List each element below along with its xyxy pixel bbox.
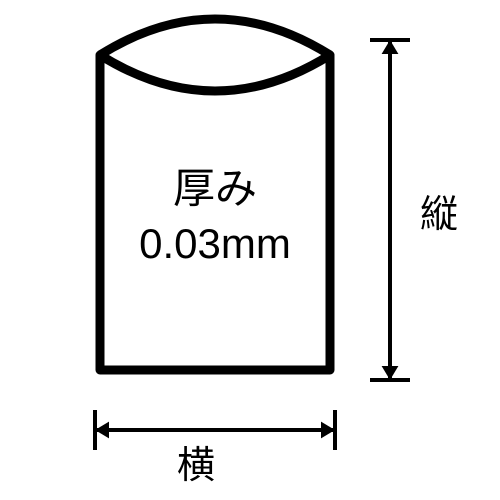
thickness-value: 0.03mm [139,220,291,267]
thickness-title: 厚み [173,165,257,212]
diagram-canvas: 厚み 0.03mm 縦 横 [0,0,500,500]
dimension-vertical [370,40,410,380]
width-label: 横 [177,442,215,491]
height-label: 縦 [420,191,458,240]
thickness-label: 厚み 0.03mm [110,162,320,271]
